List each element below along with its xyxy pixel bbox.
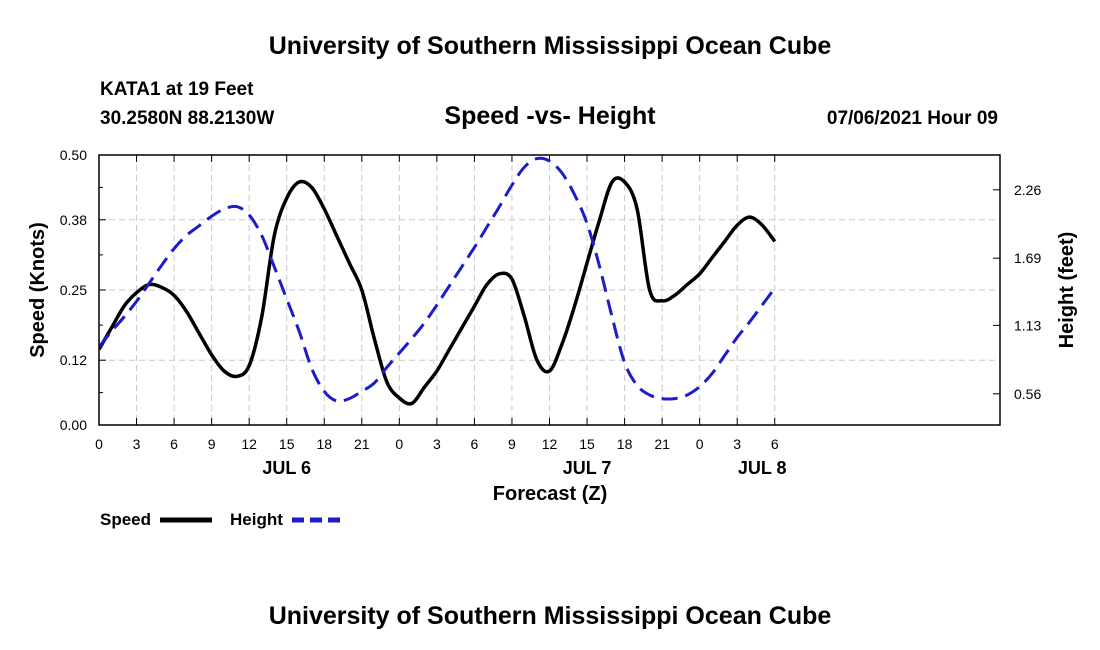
station-coords: 30.2580N 88.2130W: [100, 108, 274, 129]
x-tick-label: 0: [95, 436, 103, 452]
x-tick-label: 21: [354, 436, 370, 452]
y2-tick-label: 1.69: [1014, 250, 1041, 266]
y-tick-label: 0.38: [60, 212, 87, 228]
x-day-label: JUL 7: [563, 458, 612, 478]
chart-header-title: University of Southern Mississippi Ocean…: [269, 32, 832, 60]
x-tick-label: 15: [579, 436, 595, 452]
y-axis-label: Speed (Knots): [27, 222, 49, 358]
legend-height-label: Height: [230, 510, 283, 529]
y-tick-label: 0.00: [60, 417, 87, 433]
x-tick-label: 21: [654, 436, 670, 452]
x-tick-label: 15: [279, 436, 295, 452]
x-tick-label: 3: [433, 436, 441, 452]
y2-tick-label: 0.56: [1014, 386, 1041, 402]
legend: Speed Height: [100, 510, 342, 529]
x-tick-label: 6: [771, 436, 779, 452]
chart-footer-title: University of Southern Mississippi Ocean…: [269, 602, 832, 630]
data-series: [99, 156, 777, 406]
forecast-datetime: 07/06/2021 Hour 09: [827, 108, 998, 129]
legend-speed-label: Speed: [100, 510, 151, 529]
x-tick-label: 18: [316, 436, 332, 452]
x-tick-label: 3: [733, 436, 741, 452]
x-tick-label: 0: [696, 436, 704, 452]
y-tick-label: 0.50: [60, 147, 87, 163]
x-tick-label: 12: [241, 436, 257, 452]
y-tick-label: 0.12: [60, 352, 87, 368]
x-tick-label: 0: [395, 436, 403, 452]
axis-ticks: 0 3 6 9 12 15 18 21 0 3 6 9 12 15 18 21 0 3 6 JUL 6 JUL 7 JUL…: [60, 147, 1042, 478]
x-tick-label: 6: [170, 436, 178, 452]
x-tick-label: 9: [508, 436, 516, 452]
plot-frame: [98, 154, 1001, 426]
x-tick-label: 12: [542, 436, 558, 452]
y-tick-label: 0.25: [60, 282, 87, 298]
grid-lines: [99, 155, 1000, 425]
chart-title: Speed -vs- Height: [444, 102, 656, 130]
series-line-height: [99, 156, 777, 403]
y2-tick-label: 1.13: [1014, 317, 1041, 333]
x-tick-label: 18: [617, 436, 633, 452]
x-day-label: JUL 6: [262, 458, 311, 478]
x-tick-label: 6: [471, 436, 479, 452]
x-tick-label: 3: [133, 436, 141, 452]
x-day-label: JUL 8: [738, 458, 787, 478]
y2-tick-label: 2.26: [1014, 182, 1041, 198]
x-tick-label: 9: [208, 436, 216, 452]
series-line-speed: [99, 176, 777, 406]
x-axis-label: Forecast (Z): [493, 483, 607, 505]
y2-axis-label: Height (feet): [1056, 232, 1078, 349]
station-label: KATA1 at 19 Feet: [100, 79, 254, 100]
